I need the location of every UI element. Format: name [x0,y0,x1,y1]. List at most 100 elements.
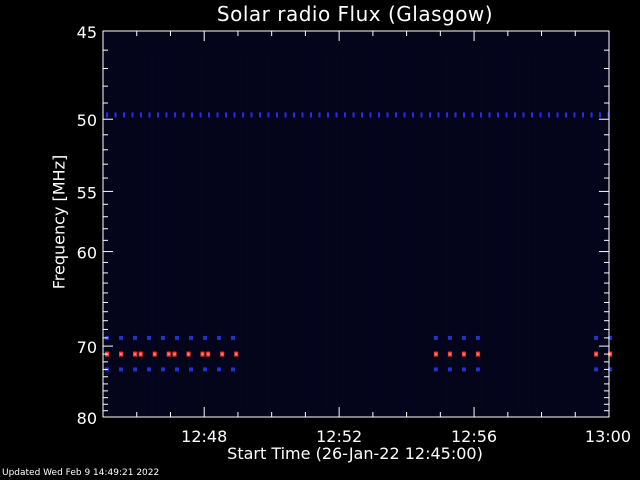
noise-column [552,51,553,415]
interference-blip-core [153,353,156,355]
noise-column [216,51,217,415]
updated-timestamp: Updated Wed Feb 9 14:49:21 2022 [2,468,160,478]
noise-column [555,51,556,415]
noise-column [105,51,106,415]
noise-column [282,51,283,415]
interference-dot [284,112,287,118]
noise-column [594,51,595,415]
noise-column [390,51,391,415]
noise-column [192,51,193,415]
y-tick-label: 55 [77,183,97,202]
plot-frame [102,30,610,418]
noise-column [570,51,571,415]
interference-dot [412,112,414,118]
noise-column [459,51,460,415]
interference-dot [250,112,253,118]
weak-blip [447,335,452,340]
noise-column [405,51,406,415]
noise-column [201,51,202,415]
noise-column [198,51,199,415]
noise-column [267,51,268,415]
weak-blip [133,335,137,340]
interference-dot [191,112,193,118]
noise-column [141,51,142,415]
noise-column [540,51,541,415]
noise-column [363,51,364,415]
noise-column [420,51,421,415]
noise-column [471,51,472,415]
interference-dot [369,112,372,118]
y-tick-label: 80 [77,409,97,428]
interference-dot [276,112,278,118]
interference-dot [446,112,448,118]
noise-column [264,51,265,415]
noise-column [171,51,172,415]
weak-blip [161,367,165,372]
weak-blip [461,367,466,372]
interference-dot [352,112,355,118]
noise-column [426,51,427,415]
noise-column [573,51,574,415]
noise-column [441,51,442,415]
interference-dot [522,112,525,118]
noise-column [528,51,529,415]
interference-dot [225,112,227,118]
noise-column [507,51,508,415]
noise-column [489,51,490,415]
noise-column [249,51,250,415]
noise-column [258,51,259,415]
noise-column [345,51,346,415]
interference-dot [378,112,380,118]
noise-column [261,51,262,415]
interference-dot [480,112,482,118]
weak-blip [189,335,193,340]
noise-column [525,51,526,415]
noise-column [324,51,325,415]
interference-blip-core [609,353,612,355]
noise-column [255,51,256,415]
interference-dot [233,112,236,118]
noise-column [600,51,601,415]
noise-column [576,51,577,415]
noise-column [210,51,211,415]
noise-column [174,51,175,415]
weak-blip [203,367,207,372]
noise-column [276,51,277,415]
noise-column [330,51,331,415]
weak-blip [189,367,193,372]
interference-dot [403,112,406,118]
noise-column [222,51,223,415]
noise-column [447,51,448,415]
noise-column [429,51,430,415]
weak-blip [608,367,613,372]
interference-dot [573,112,576,118]
interference-blip-core [187,353,190,355]
noise-column [366,51,367,415]
noise-column [183,51,184,415]
noise-column [195,51,196,415]
x-axis-label: Start Time (26-Jan-22 12:45:00) [227,444,483,463]
noise-column [270,51,271,415]
noise-column [285,51,286,415]
noise-column [375,51,376,415]
noise-column [603,51,604,415]
y-tick-label: 60 [77,244,97,263]
weak-blip [447,367,452,372]
interference-dot [497,112,499,118]
weak-blip [231,335,235,340]
noise-column [207,51,208,415]
interference-dot [114,112,117,118]
interference-blip-core [120,353,122,355]
noise-column [432,51,433,415]
noise-column [588,51,589,415]
interference-dot [310,112,312,118]
noise-column [153,51,154,415]
weak-blip [133,367,137,372]
noise-column [474,51,475,415]
interference-dot [420,112,423,118]
interference-dot [395,112,397,118]
x-tick-label: 12:56 [451,427,497,446]
interference-dot [301,112,304,118]
noise-column [228,51,229,415]
interference-dot [259,112,261,118]
